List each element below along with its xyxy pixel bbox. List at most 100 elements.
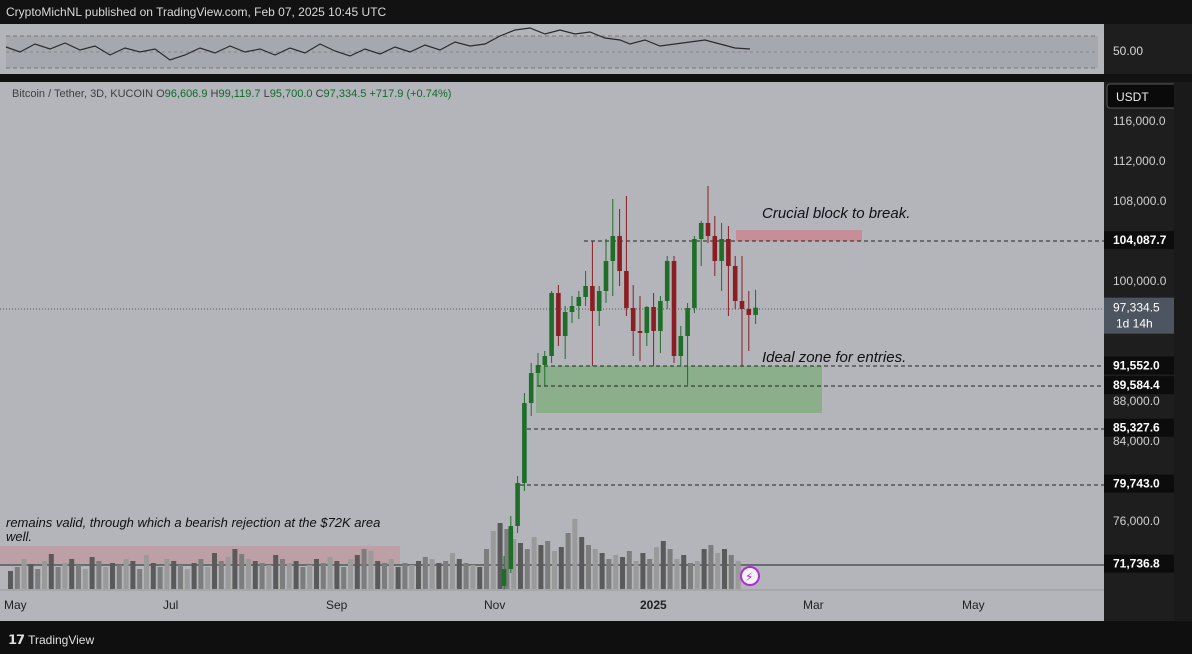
volume-bar: [552, 551, 557, 589]
volume-bar: [395, 567, 401, 589]
volume-bar: [436, 563, 442, 589]
candle-body: [515, 483, 520, 526]
event-marker-icon[interactable]: [740, 566, 760, 586]
volume-bar: [443, 561, 449, 589]
price-tick-label: 88,000.0: [1113, 394, 1160, 408]
volume-bar: [647, 559, 653, 589]
volume-bar: [89, 557, 95, 589]
volume-bar: [715, 553, 721, 589]
candle-body: [535, 365, 541, 373]
volume-bar: [266, 565, 272, 589]
volume-bar: [184, 569, 190, 589]
volume-bar: [579, 537, 585, 589]
volume-bar: [300, 567, 306, 589]
volume-bar: [620, 557, 625, 589]
volume-bar: [504, 529, 510, 589]
volume-bar: [8, 571, 13, 589]
tradingview-logo[interactable]: 𝟭𝟳 TradingView: [8, 632, 94, 648]
level-price-tag: [1104, 418, 1174, 437]
volume-bar: [314, 559, 319, 589]
right-frame: [1174, 82, 1192, 621]
level-price-value: 71,736.8: [1113, 557, 1160, 571]
price-tick-label: 116,000.0: [1113, 114, 1166, 128]
volume-bar: [524, 549, 530, 589]
candle-body: [583, 286, 588, 297]
volume-bar: [375, 561, 381, 589]
volume-bar: [320, 563, 326, 589]
high-label: H: [210, 88, 219, 100]
annotation-note-line1: remains valid, through which a bearish r…: [6, 515, 380, 530]
volume-bar: [368, 551, 374, 589]
time-tick-label: Nov: [484, 598, 505, 612]
tradingview-logo-icon: 𝟭𝟳: [8, 632, 25, 647]
volume-bar: [286, 563, 292, 589]
open-value: 96,606.9: [164, 88, 208, 100]
level-price-value: 79,743.0: [1113, 477, 1160, 491]
change-value: +717.9 (+0.74%): [369, 88, 452, 100]
volume-bar: [592, 549, 598, 589]
volume-bar: [225, 557, 231, 589]
volume-bar: [348, 559, 353, 589]
candle-body: [596, 291, 602, 311]
currency-label: USDT: [1116, 90, 1149, 104]
entry-zone: [536, 366, 822, 413]
lightning-icon: ⚡: [745, 570, 753, 584]
close-value: 97,334.5: [323, 88, 367, 100]
publisher-line: CryptoMichNL published on TradingView.co…: [6, 5, 387, 19]
candle-body: [726, 239, 731, 266]
candle-body: [630, 308, 636, 331]
volume-bar: [239, 554, 245, 589]
candle-body: [549, 293, 554, 356]
price-labels: 104,087.7 97,334.5 1d 14h 91,552.0 89,584.4 8…: [1104, 231, 1174, 573]
bottom-bar: [0, 621, 1192, 654]
annotation-note-line2: well.: [6, 529, 32, 544]
volume-bar: [28, 564, 34, 589]
volume-bar: [82, 569, 88, 589]
level-price-value: 85,327.6: [1113, 421, 1160, 435]
volume-bar: [334, 561, 340, 589]
time-tick-label: Sep: [326, 598, 348, 612]
annotation-zone: Ideal zone for entries.: [762, 349, 906, 366]
volume-bar: [538, 545, 544, 589]
candle-body: [610, 236, 616, 261]
volume-bar: [69, 559, 75, 589]
volume-bars: [8, 519, 741, 589]
candle-body: [569, 306, 575, 312]
volume-bar: [722, 549, 727, 589]
candle-body: [719, 239, 724, 261]
candle-body: [685, 308, 690, 336]
level-price-tag: [1104, 231, 1174, 250]
volume-bar: [463, 563, 469, 589]
volume-bar: [361, 549, 367, 589]
level-price-value: 104,087.7: [1113, 233, 1167, 247]
volume-bar: [654, 547, 659, 589]
volume-bar: [599, 553, 605, 589]
volume-bar: [218, 561, 224, 589]
volume-bar: [110, 563, 115, 589]
volume-bar: [660, 541, 666, 589]
level-price-tag: [1104, 554, 1174, 573]
volume-bar: [293, 561, 299, 589]
candle-body: [753, 307, 758, 315]
volume-bar: [728, 555, 734, 589]
volume-bar: [565, 533, 571, 589]
pane-separator: [0, 74, 1192, 82]
volume-bar: [327, 557, 333, 589]
volume-bar: [35, 569, 41, 589]
volume-bar: [259, 563, 265, 589]
volume-bar: [484, 549, 489, 589]
candle-body: [664, 261, 670, 301]
volume-bar: [545, 541, 551, 589]
volume-bar: [701, 549, 707, 589]
resistance-block: [736, 230, 862, 241]
candle-body: [542, 356, 548, 365]
volume-bar: [422, 557, 428, 589]
volume-bar: [273, 555, 279, 589]
volume-bar: [137, 569, 143, 589]
volume-bar: [116, 565, 122, 589]
volume-bar: [558, 547, 564, 589]
volume-bar: [456, 559, 462, 589]
candle-body: [508, 526, 514, 569]
volume-bar: [191, 563, 197, 589]
candle-body: [576, 297, 582, 306]
